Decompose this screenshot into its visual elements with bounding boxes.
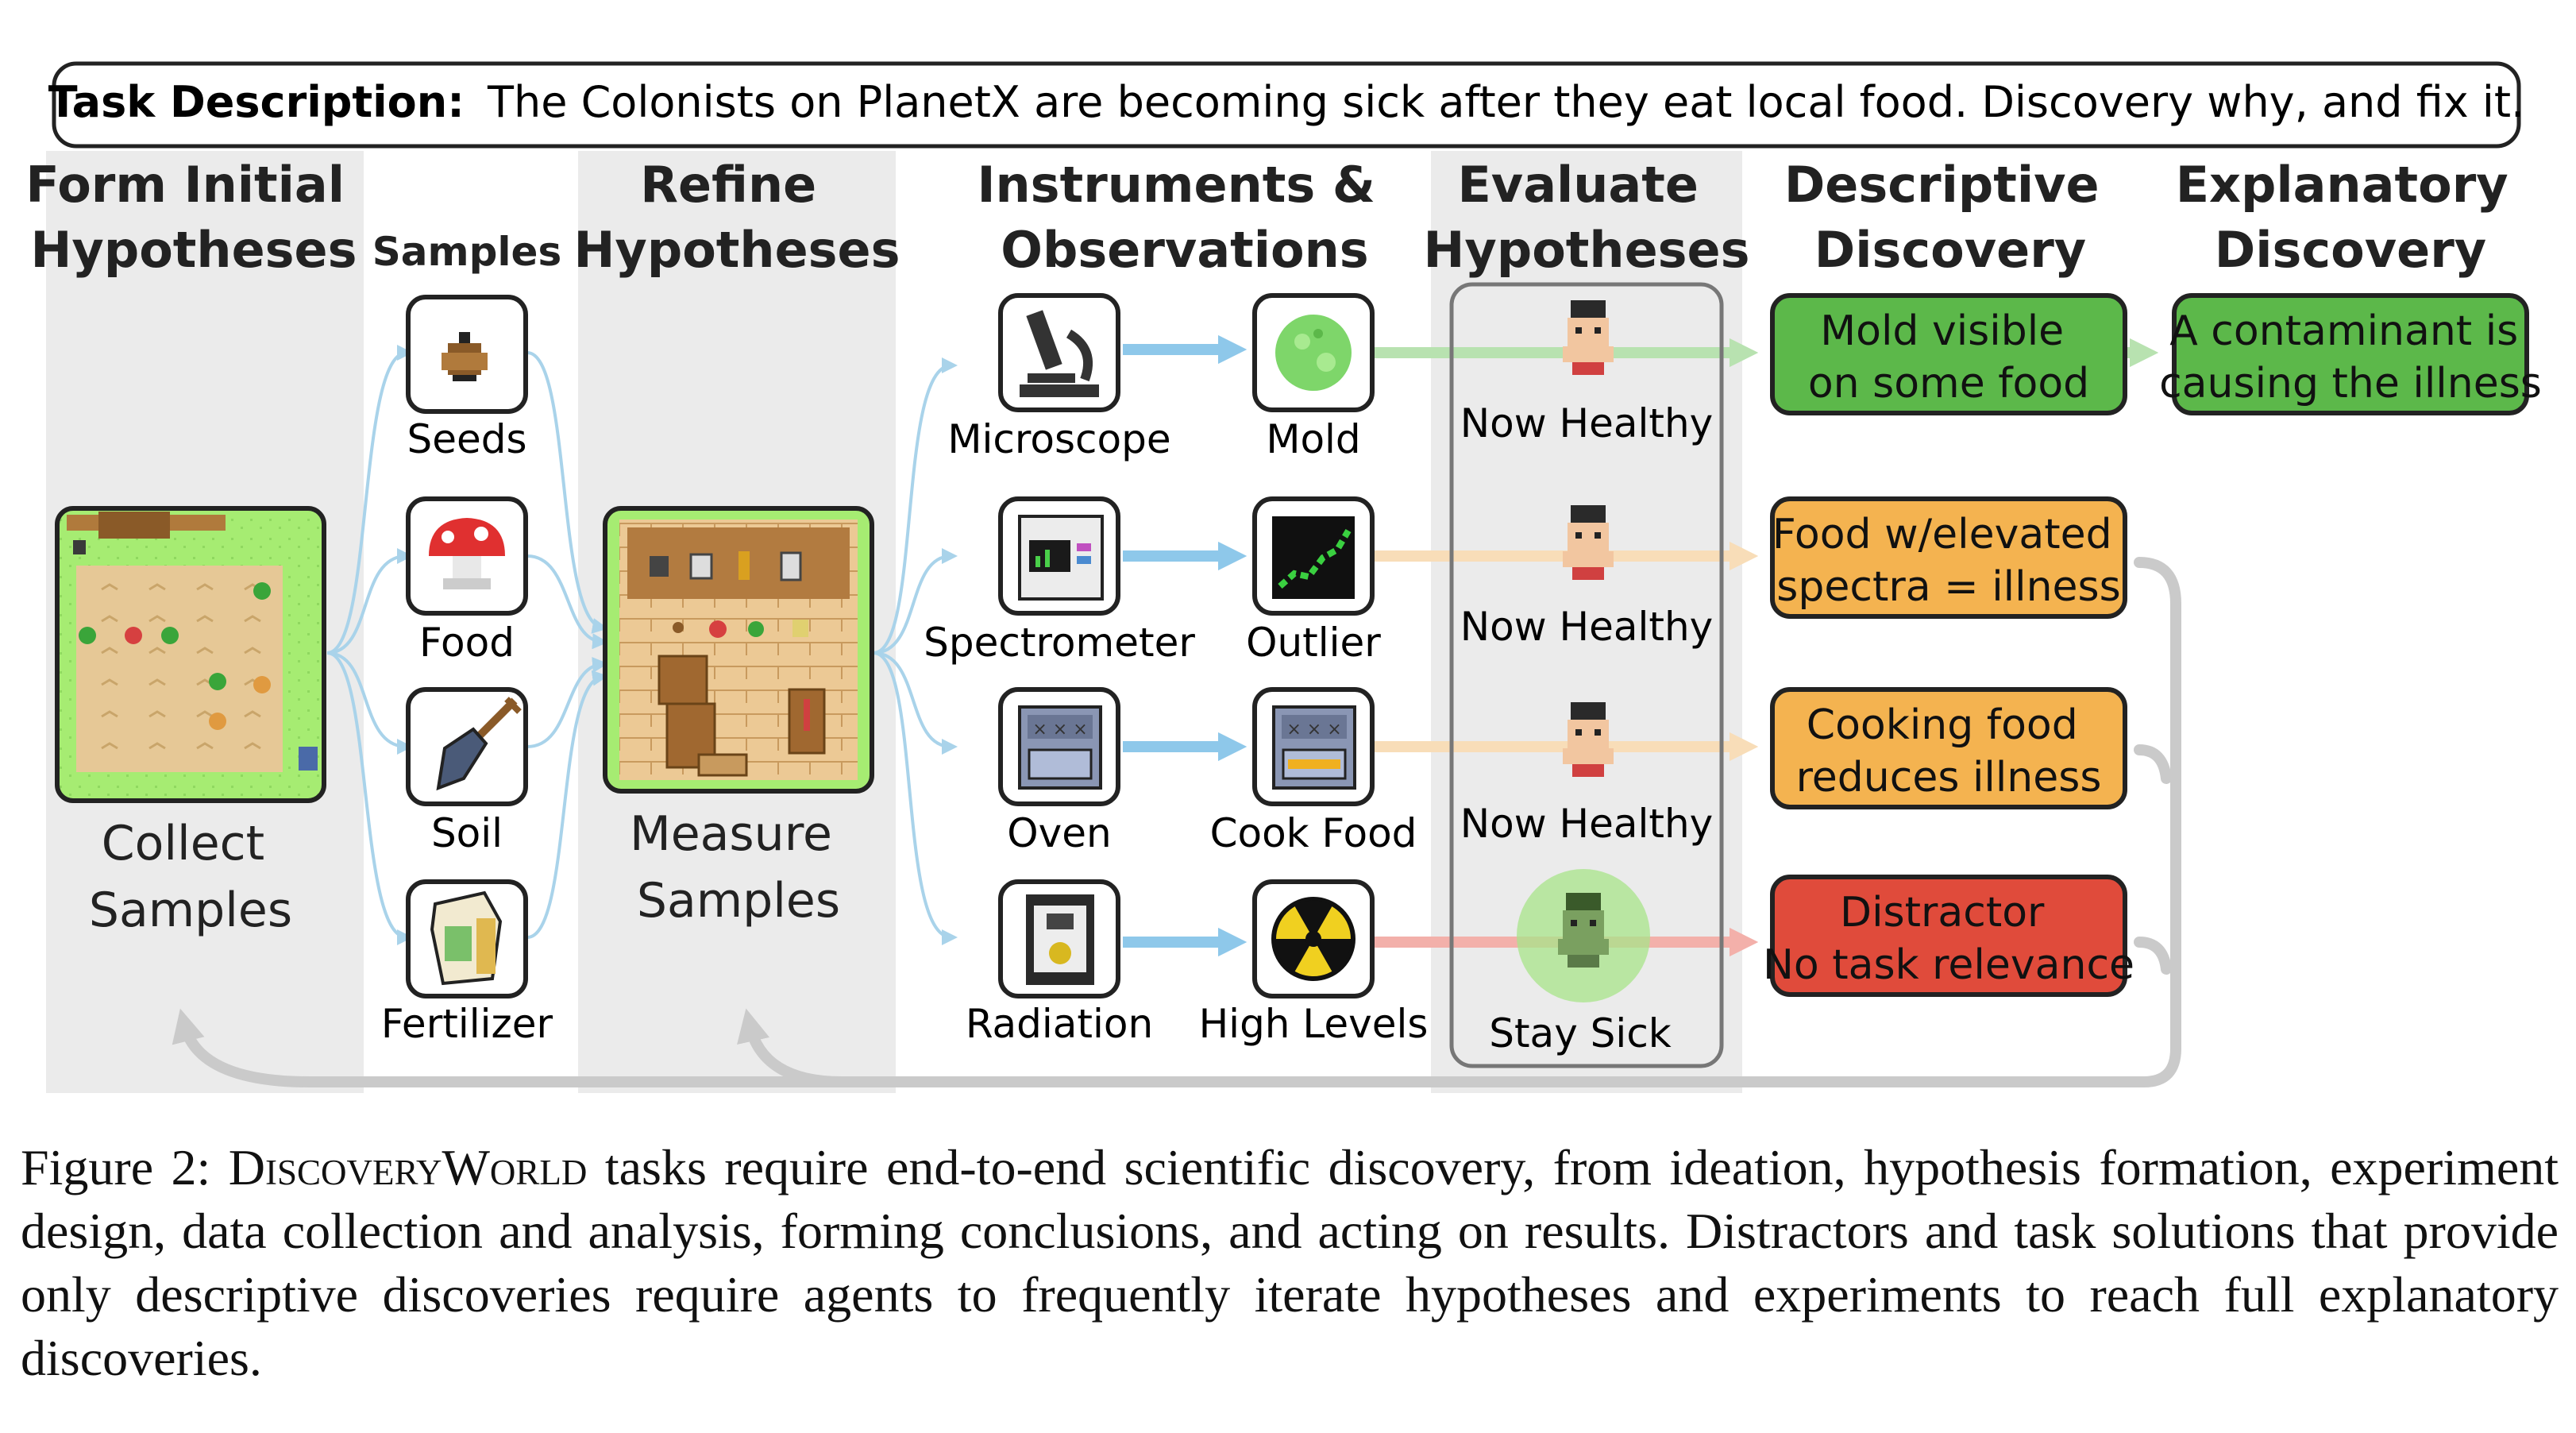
- observation-mold: Mold: [1252, 293, 1375, 462]
- colonist-icon: [1563, 300, 1614, 375]
- observation-label: Outlier: [1246, 620, 1381, 666]
- colonist-healthy-1: Now Healthy: [1460, 300, 1714, 446]
- header-explanatory-discovery: Explanatory Discovery: [2176, 156, 2526, 279]
- sample-food: Food: [406, 496, 528, 666]
- svg-text:Distractor No task relev: Distractor No task relevance: [1763, 889, 2134, 989]
- descriptive-discovery-4: Distractor No task relevance: [1763, 875, 2134, 997]
- explanatory-discovery: A contaminant is causing the illness: [2159, 293, 2542, 415]
- collect-samples-map: [55, 506, 326, 803]
- header-refine-hypotheses: Refine Hypotheses: [574, 156, 900, 279]
- sample-soil: Soil: [406, 687, 528, 856]
- evaluation-label: Now Healthy: [1460, 400, 1714, 446]
- map-plants: [79, 582, 271, 730]
- sample-label: Soil: [431, 810, 503, 856]
- instrument-label: Oven: [1007, 810, 1111, 856]
- instrument-label: Spectrometer: [924, 620, 1195, 666]
- figure-caption: Figure 2: DiscoveryWorld tasks require e…: [21, 1136, 2559, 1390]
- sample-seeds: Seeds: [406, 295, 528, 462]
- svg-text:Mold visible on some foo: Mold visible on some food: [1808, 307, 2089, 407]
- evaluate-hypotheses-box: [1449, 282, 1724, 1068]
- task-description-box: Task Description: The Colonists on Plane…: [48, 61, 2524, 149]
- cooking-oven-icon: × × ×: [1272, 705, 1356, 790]
- sample-flow-lines: [326, 345, 958, 945]
- sample-label: Seeds: [407, 416, 526, 462]
- sample-label: Fertilizer: [381, 1001, 553, 1047]
- spectrum-plot-icon: [1272, 516, 1355, 599]
- observation-outlier: Outlier: [1246, 496, 1381, 666]
- descriptive-discovery-1: Mold visible on some food: [1770, 293, 2127, 415]
- header-evaluate-hypotheses: Evaluate Hypotheses: [1424, 156, 1750, 279]
- mold-icon: [1275, 315, 1352, 391]
- instrument-label: Microscope: [947, 416, 1170, 462]
- collect-samples-label: Collect Samples: [89, 816, 292, 938]
- svg-text:Task Description: The Co: Task Description: The Colonists on Plane…: [48, 77, 2524, 127]
- radiation-meter-icon: [1026, 894, 1094, 985]
- observation-high-levels: High Levels: [1199, 879, 1429, 1047]
- colonist-healthy-2: Now Healthy: [1460, 505, 1714, 650]
- colonist-sick: Stay Sick: [1489, 869, 1672, 1056]
- oven-icon: × × ×: [1018, 705, 1102, 790]
- mushroom-icon: [429, 518, 505, 589]
- spectrometer-icon: [1018, 515, 1104, 601]
- microscope-icon: [1020, 310, 1099, 397]
- evaluation-label: Now Healthy: [1460, 801, 1714, 847]
- instrument-microscope: Microscope: [947, 293, 1171, 462]
- evaluation-label: Stay Sick: [1489, 1010, 1672, 1056]
- header-instruments-observations: Instruments & Observations: [977, 156, 1392, 279]
- feedback-loop-arrow: [172, 557, 2181, 1087]
- observation-cook-food: × × × Cook Food: [1210, 687, 1417, 856]
- caption-name: DiscoveryWorld: [228, 1139, 588, 1195]
- sample-fertilizer: Fertilizer: [381, 879, 553, 1047]
- discovery-diagram: Task Description: The Colonists on Plane…: [25, 61, 2542, 1093]
- header-form-initial-hypotheses: Form Initial Hypotheses: [25, 156, 361, 279]
- observation-label: Cook Food: [1210, 810, 1417, 856]
- observation-label: Mold: [1266, 416, 1360, 462]
- instrument-label: Radiation: [966, 1001, 1153, 1047]
- measure-samples-label: Measure Samples: [630, 806, 847, 929]
- svg-text:Cooking food reduces ill: Cooking food reduces illness: [1796, 701, 2102, 801]
- task-description-label: Task Description:: [48, 77, 465, 127]
- header-descriptive-discovery: Descriptive Discovery: [1784, 156, 2116, 279]
- instrument-observation-arrows: [1123, 334, 1248, 957]
- descriptive-discovery-2: Food w/elevated spectra = illness: [1770, 496, 2127, 619]
- task-description-text: The Colonists on PlanetX are becoming si…: [487, 77, 2524, 127]
- caption-prefix: Figure 2:: [21, 1139, 229, 1195]
- svg-text:× × ×: × × ×: [1032, 720, 1087, 740]
- colonist-icon: [1563, 702, 1614, 777]
- header-samples: Samples: [372, 229, 561, 275]
- colonist-healthy-3: Now Healthy: [1460, 702, 1714, 847]
- descriptive-discovery-3: Cooking food reduces illness: [1770, 687, 2127, 809]
- caption-text: tasks require end-to-end scientific disc…: [21, 1139, 2559, 1386]
- fertilizer-bag-icon: [430, 890, 503, 986]
- evaluation-label: Now Healthy: [1460, 604, 1714, 650]
- sick-colonist-icon: [1517, 869, 1650, 1002]
- instrument-radiation: Radiation: [966, 879, 1153, 1047]
- radiation-symbol-icon: [1271, 897, 1355, 981]
- instrument-spectrometer: Spectrometer: [924, 496, 1195, 666]
- svg-text:Food w/elevated spectra: Food w/elevated spectra = illness: [1772, 511, 2125, 611]
- sample-label: Food: [419, 620, 515, 666]
- svg-text:× × ×: × × ×: [1286, 720, 1341, 740]
- observation-label: High Levels: [1199, 1001, 1429, 1047]
- measure-samples-lab: [603, 506, 874, 794]
- seed-icon: [442, 332, 488, 381]
- shovel-icon: [436, 697, 522, 791]
- instrument-oven: × × × Oven: [998, 687, 1120, 856]
- colonist-icon: [1563, 505, 1614, 580]
- svg-text:A contaminant is causing: A contaminant is causing the illness: [2159, 307, 2542, 407]
